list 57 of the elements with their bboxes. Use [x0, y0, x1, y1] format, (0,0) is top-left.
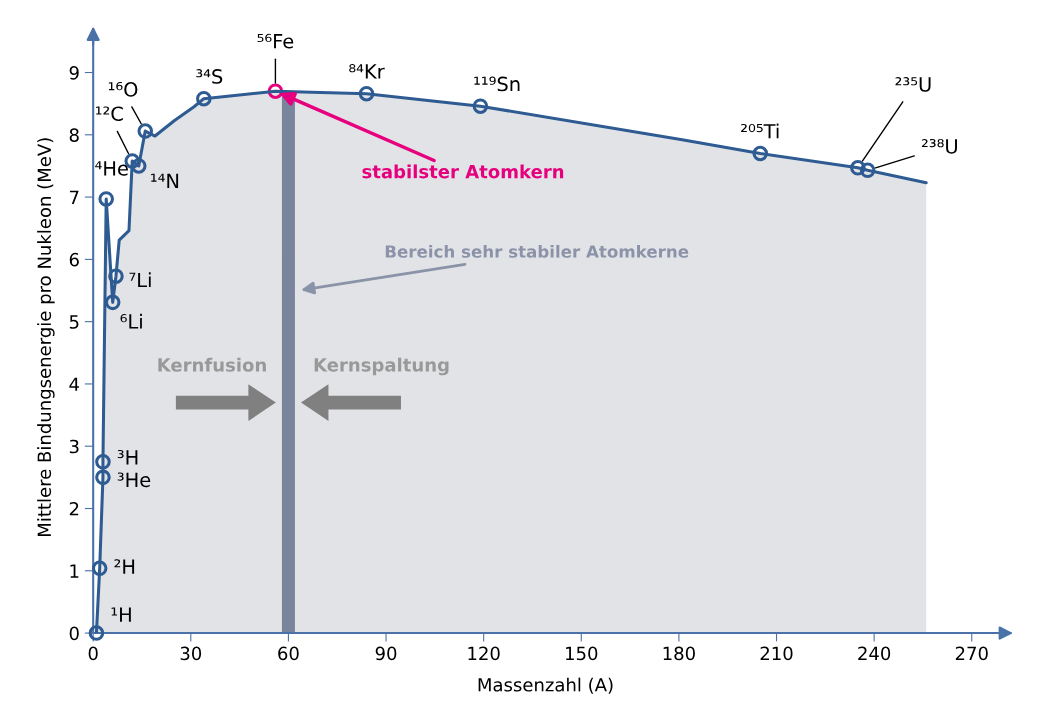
y-tick-label: 3 — [69, 439, 79, 454]
annotation: ¹¹⁹Sn — [474, 76, 520, 92]
point — [472, 98, 489, 114]
x-tick-label: 270 — [955, 646, 988, 661]
point — [104, 294, 121, 311]
annotation: stabilster Atomkern — [362, 164, 564, 179]
point — [95, 454, 111, 470]
point — [137, 123, 154, 139]
x-tick-label: 210 — [760, 646, 793, 661]
y-tick-label: 0 — [69, 626, 79, 641]
point — [108, 268, 124, 284]
y-tick-label: 1 — [70, 564, 79, 578]
annotation: ⁸⁴Kr — [349, 64, 385, 79]
annotation: ³He — [117, 472, 151, 488]
annotation: ⁴He — [95, 161, 128, 176]
x-axis-title: Massenzahl (A) — [478, 677, 613, 694]
annotation: ¹⁶O — [108, 82, 138, 97]
x-tick-label: 90 — [375, 646, 397, 661]
annotation: ²³⁸U — [921, 139, 957, 154]
y-tick-label: 5 — [69, 315, 79, 329]
point — [850, 160, 866, 176]
annotation: ⁵⁶Fe — [257, 33, 294, 49]
annotation: ⁷Li — [129, 272, 151, 288]
y-tick-label: 4 — [69, 377, 79, 391]
y-tick-label: 2 — [69, 501, 79, 516]
annotation: Kernfusion — [158, 357, 266, 372]
x-tick-label: 240 — [858, 646, 891, 661]
point — [91, 560, 108, 577]
y-axis-title: Mittlere Bindungsenergie pro Nukleon (MeV) — [37, 138, 55, 536]
x-tick-label: 120 — [468, 646, 500, 661]
annotation: ²H — [114, 559, 135, 574]
point — [752, 145, 769, 162]
annotation: Kernspaltung — [314, 357, 449, 376]
x-tick-label: 30 — [180, 646, 202, 661]
x-tick-label: 180 — [663, 646, 695, 661]
y-tick-label: 9 — [69, 65, 79, 80]
x-tick-label: 60 — [278, 646, 299, 661]
annotation: ³⁴S — [196, 69, 223, 84]
annotation: ²⁰⁵Ti — [741, 123, 779, 139]
y-tick-label: 6 — [69, 252, 79, 267]
point — [196, 90, 212, 107]
annotation: ¹⁴N — [151, 173, 179, 188]
point — [859, 162, 876, 179]
point — [88, 625, 105, 641]
annotation: ³H — [117, 449, 138, 465]
band-label: Bereich sehr stabiler Atomkerne — [385, 244, 689, 258]
x-tick-label: 150 — [566, 646, 598, 661]
x-tick-label: 0 — [88, 646, 98, 661]
point — [95, 469, 111, 486]
annotation: ²³⁵U — [895, 77, 931, 92]
annotation: ¹H — [111, 607, 131, 622]
point — [358, 85, 375, 102]
annotation: ¹²C — [96, 106, 123, 122]
point — [98, 191, 114, 207]
y-tick-label: 8 — [69, 128, 79, 142]
annotation: ⁶Li — [120, 313, 142, 329]
y-tick-label: 7 — [69, 190, 79, 204]
